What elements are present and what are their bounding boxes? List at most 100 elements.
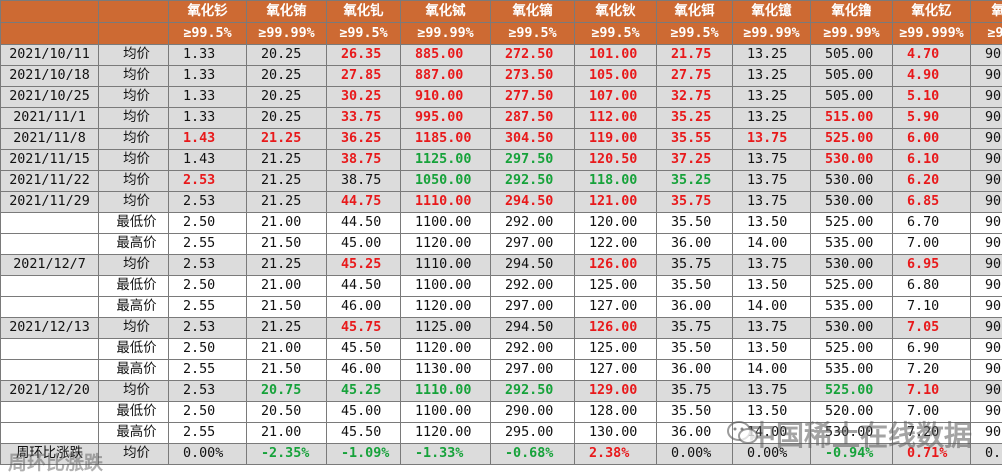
price-cell: 21.50 — [246, 296, 327, 318]
price-cell: 13.75 — [732, 170, 811, 192]
price-cell: 1185.00 — [400, 128, 491, 150]
price-cell: 13.25 — [732, 44, 811, 66]
date-cell: 2021/11/8 — [0, 128, 99, 150]
header-cell: ≥99.99% — [400, 22, 491, 45]
price-cell: 297.00 — [490, 296, 575, 318]
price-cell: 105.00 — [574, 65, 657, 87]
price-cell: 130.00 — [574, 422, 657, 444]
price-cell: 6.80 — [892, 275, 971, 297]
header-row: ≥99.5% ≥99.99% ≥99.5% ≥99.99% ≥99.5% ≥99.5% ≥9… — [0, 22, 1002, 45]
price-cell: 902.50 — [970, 86, 1002, 108]
price-cell: 902.50 — [970, 170, 1002, 192]
header-cell: 氧化铕 — [246, 0, 327, 23]
price-cell: 35.75 — [656, 254, 733, 276]
table-row: 最低价 2.50 20.50 45.00 1100.00 290.00 128.00 35.5… — [0, 401, 1002, 423]
header-cell: 氧化镝 — [490, 0, 575, 23]
header-cell: ≥99.99% — [246, 22, 327, 45]
table-row: 2021/11/22 均价 2.53 21.25 38.75 1050.00 292.50 1… — [0, 170, 1002, 192]
price-cell: 35.75 — [656, 191, 733, 213]
price-cell: 20.25 — [246, 44, 327, 66]
price-cell: 2.50 — [168, 338, 247, 360]
header-cell: ≥99.99% — [810, 22, 893, 45]
date-cell — [0, 359, 99, 381]
price-cell: 13.25 — [732, 86, 811, 108]
price-cell: 13.25 — [732, 65, 811, 87]
price-cell: 6.00 — [892, 128, 971, 150]
price-type-cell: 均价 — [98, 86, 169, 108]
price-cell: 505.00 — [810, 44, 893, 66]
price-cell: 27.85 — [326, 65, 401, 87]
table-row: 2021/12/7 均价 2.53 21.25 45.25 1110.00 294.50 12… — [0, 254, 1002, 276]
price-cell: 902.50 — [970, 380, 1002, 402]
price-cell: 45.00 — [326, 233, 401, 255]
price-cell: 7.20 — [892, 422, 971, 444]
price-cell: 35.75 — [656, 317, 733, 339]
table-row: 最高价 2.55 21.50 45.00 1120.00 297.00 122.00 36.0… — [0, 233, 1002, 255]
price-type-cell: 均价 — [98, 170, 169, 192]
table-row: 2021/12/20 均价 2.53 20.75 45.25 1110.00 292.50 1… — [0, 380, 1002, 402]
price-cell: 36.25 — [326, 128, 401, 150]
price-cell: 13.50 — [732, 401, 811, 423]
price-cell: 1110.00 — [400, 380, 491, 402]
price-cell: 20.75 — [246, 380, 327, 402]
price-cell: 1.33 — [168, 44, 247, 66]
date-cell: 2021/10/25 — [0, 86, 99, 108]
price-cell: 900.00 — [970, 275, 1002, 297]
rare-earth-price-table: 氧化钐氧化铕氧化钆氧化铽氧化镝氧化钬氧化铒氧化镱氧化镥氧化钇氧化钪≥99.5%≥… — [0, 0, 1002, 465]
price-cell: 1.33 — [168, 86, 247, 108]
header-cell: 氧化钇 — [892, 0, 971, 23]
header-cell: ≥99.5% — [490, 22, 575, 45]
date-cell: 2021/10/18 — [0, 65, 99, 87]
price-cell: 292.00 — [490, 212, 575, 234]
price-cell: 905.00 — [970, 233, 1002, 255]
price-type-cell: 均价 — [98, 107, 169, 129]
price-cell: 7.10 — [892, 296, 971, 318]
price-cell: 20.25 — [246, 107, 327, 129]
price-type-cell: 最高价 — [98, 296, 169, 318]
table-row: 2021/10/18 均价 1.33 20.25 27.85 887.00 273.50 10… — [0, 65, 1002, 87]
price-cell: 45.50 — [326, 422, 401, 444]
price-cell: 120.50 — [574, 149, 657, 171]
price-cell: 13.50 — [732, 338, 811, 360]
price-type-cell: 最低价 — [98, 275, 169, 297]
price-cell: 535.00 — [810, 296, 893, 318]
price-cell: 2.53 — [168, 380, 247, 402]
price-cell: 45.75 — [326, 317, 401, 339]
price-type-cell: 均价 — [98, 317, 169, 339]
price-cell: 1110.00 — [400, 191, 491, 213]
price-cell: 45.00 — [326, 401, 401, 423]
price-cell: 21.25 — [246, 254, 327, 276]
header-cell: 氧化铒 — [656, 0, 733, 23]
price-cell: 32.75 — [656, 86, 733, 108]
price-cell: 2.53 — [168, 254, 247, 276]
price-cell: 126.00 — [574, 317, 657, 339]
price-cell: 1125.00 — [400, 317, 491, 339]
price-cell: 520.00 — [810, 401, 893, 423]
price-type-cell: 均价 — [98, 149, 169, 171]
price-cell: 2.55 — [168, 422, 247, 444]
price-cell: 33.75 — [326, 107, 401, 129]
header-cell: 氧化钬 — [574, 0, 657, 23]
price-cell: 45.25 — [326, 254, 401, 276]
price-cell: 525.00 — [810, 338, 893, 360]
date-cell: 2021/11/1 — [0, 107, 99, 129]
header-cell: 氧化钪 — [970, 0, 1002, 23]
price-cell: 5.90 — [892, 107, 971, 129]
price-cell: 21.00 — [246, 422, 327, 444]
price-type-cell: 最低价 — [98, 212, 169, 234]
price-cell: 21.25 — [246, 149, 327, 171]
price-cell: 5.10 — [892, 86, 971, 108]
price-cell: 905.00 — [970, 359, 1002, 381]
price-cell: 14.00 — [732, 359, 811, 381]
price-cell: 525.00 — [810, 128, 893, 150]
price-cell: 21.00 — [246, 275, 327, 297]
table-row: 周环比涨跌 均价 0.00% -2.35% -1.09% -1.33% -0.68% 2.38… — [0, 443, 1002, 465]
table-row: 2021/11/29 均价 2.53 21.25 44.75 1110.00 294.50 1… — [0, 191, 1002, 213]
header-cell: ≥99.5% — [574, 22, 657, 45]
price-cell: 118.00 — [574, 170, 657, 192]
price-cell: 292.00 — [490, 275, 575, 297]
price-cell: 525.00 — [810, 380, 893, 402]
price-cell: 2.50 — [168, 401, 247, 423]
header-cell: ≥99.5% — [168, 22, 247, 45]
date-cell: 2021/11/15 — [0, 149, 99, 171]
